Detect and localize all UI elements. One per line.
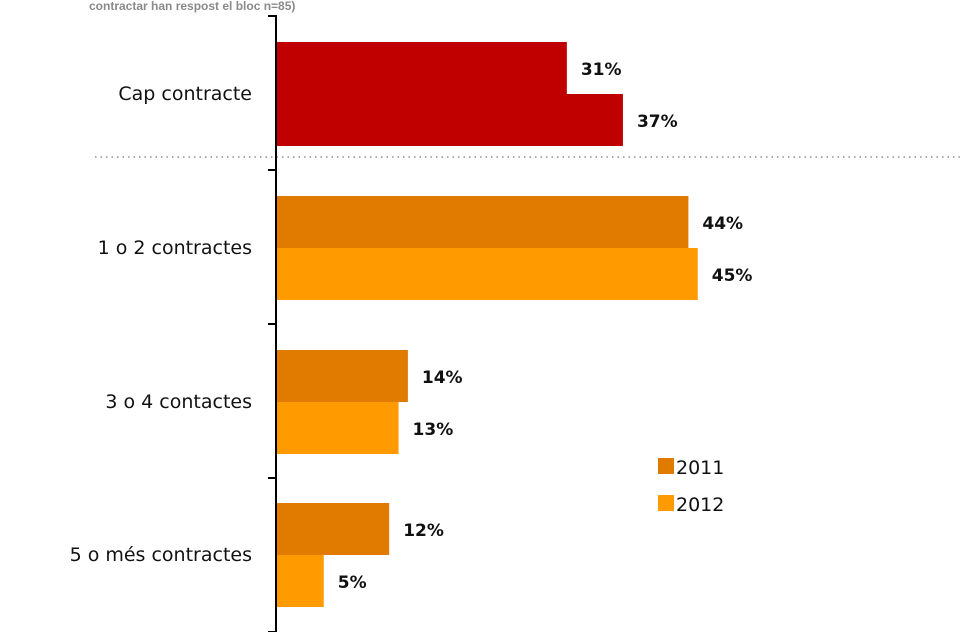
category-label-3-o-4-contactes: 3 o 4 contactes <box>105 391 252 413</box>
chart-title: contractar han respost el bloc n=85) <box>89 0 296 13</box>
bar-2011-3-o-4-contactes <box>277 350 408 402</box>
category-label-cap-contracte: Cap contracte <box>118 83 252 105</box>
bars-group <box>277 42 698 607</box>
y-axis-ticks <box>268 15 277 632</box>
value-label-2011-5-o-m-s-contractes: 12% <box>403 521 444 541</box>
legend-label-2011: 2011 <box>676 457 724 479</box>
labels-group: Cap contracte 31% 37% 1 o 2 contractes 44% 45… <box>70 60 753 593</box>
legend: 2011 2012 <box>658 457 724 516</box>
value-label-2011-3-o-4-contactes: 14% <box>422 368 463 388</box>
bar-2012-1-o-2-contractes <box>277 248 698 300</box>
value-label-2012-1-o-2-contractes: 45% <box>712 266 753 286</box>
value-label-2011-cap-contracte: 31% <box>581 60 622 80</box>
bar-2012-5-o-m-s-contractes <box>277 555 324 607</box>
legend-swatch-2012 <box>658 495 674 511</box>
bar-2012-3-o-4-contactes <box>277 402 399 454</box>
value-label-2012-3-o-4-contactes: 13% <box>413 420 454 440</box>
bar-2011-5-o-m-s-contractes <box>277 503 390 555</box>
bar-2011-cap-contracte <box>277 42 567 94</box>
legend-swatch-2011 <box>658 458 674 474</box>
bar-2011-1-o-2-contractes <box>277 196 689 248</box>
bar-2012-cap-contracte <box>277 94 623 146</box>
legend-label-2012: 2012 <box>676 494 724 516</box>
category-label-5-o-m-s-contractes: 5 o més contractes <box>70 544 252 566</box>
value-label-2011-1-o-2-contractes: 44% <box>702 214 743 234</box>
category-label-1-o-2-contractes: 1 o 2 contractes <box>98 237 252 259</box>
value-label-2012-cap-contracte: 37% <box>637 112 678 132</box>
value-label-2012-5-o-m-s-contractes: 5% <box>338 573 367 593</box>
